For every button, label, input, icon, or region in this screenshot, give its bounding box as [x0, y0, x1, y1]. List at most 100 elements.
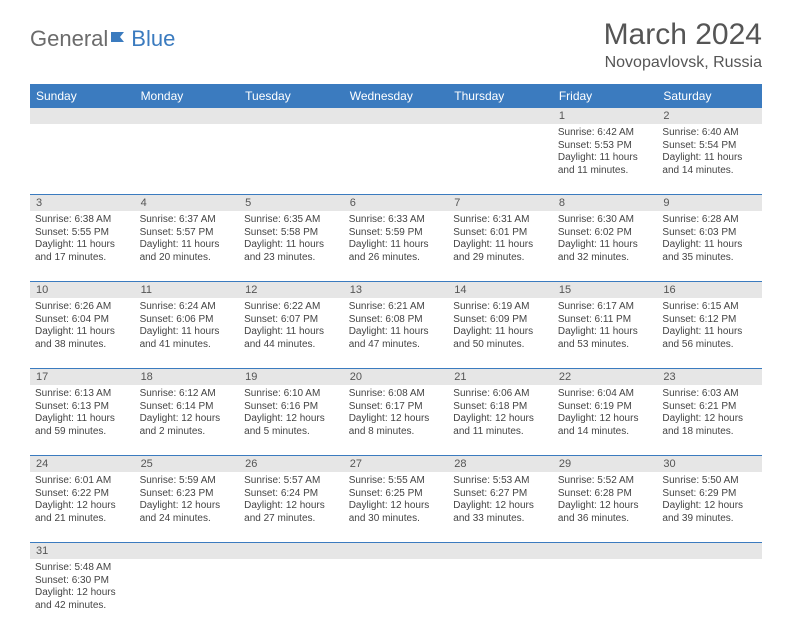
daylight-text: Daylight: 12 hours and 27 minutes.	[244, 500, 339, 525]
calendar: SundayMondayTuesdayWednesdayThursdayFrid…	[30, 84, 762, 629]
day-number: 2	[657, 108, 762, 124]
daylight-text: Daylight: 12 hours and 36 minutes.	[558, 500, 653, 525]
sunset-text: Sunset: 6:03 PM	[662, 227, 757, 240]
day-cell: Sunrise: 6:15 AMSunset: 6:12 PMDaylight:…	[657, 298, 762, 368]
daylight-text: Daylight: 12 hours and 5 minutes.	[244, 413, 339, 438]
day-number	[553, 543, 658, 559]
location: Novopavlovsk, Russia	[604, 54, 762, 72]
sunrise-text: Sunrise: 6:19 AM	[453, 301, 548, 314]
day-cell: Sunrise: 5:55 AMSunset: 6:25 PMDaylight:…	[344, 472, 449, 542]
day-number: 29	[553, 456, 658, 472]
sunset-text: Sunset: 6:18 PM	[453, 401, 548, 414]
sunset-text: Sunset: 6:16 PM	[244, 401, 339, 414]
sunset-text: Sunset: 6:11 PM	[558, 314, 653, 327]
day-number: 1	[553, 108, 658, 124]
day-cell	[135, 124, 240, 194]
header: GeneralBlue March 2024 Novopavlovsk, Rus…	[30, 18, 762, 72]
daylight-text: Daylight: 12 hours and 21 minutes.	[35, 500, 130, 525]
day-number: 4	[135, 195, 240, 211]
day-cell: Sunrise: 6:38 AMSunset: 5:55 PMDaylight:…	[30, 211, 135, 281]
sunrise-text: Sunrise: 6:33 AM	[349, 214, 444, 227]
daylight-text: Daylight: 11 hours and 29 minutes.	[453, 239, 548, 264]
day-cell: Sunrise: 5:50 AMSunset: 6:29 PMDaylight:…	[657, 472, 762, 542]
sunset-text: Sunset: 6:14 PM	[140, 401, 235, 414]
day-number: 15	[553, 282, 658, 298]
sunset-text: Sunset: 6:04 PM	[35, 314, 130, 327]
day-cell: Sunrise: 5:53 AMSunset: 6:27 PMDaylight:…	[448, 472, 553, 542]
week-row: Sunrise: 6:26 AMSunset: 6:04 PMDaylight:…	[30, 298, 762, 369]
sunrise-text: Sunrise: 6:40 AM	[662, 127, 757, 140]
day-cell: Sunrise: 6:35 AMSunset: 5:58 PMDaylight:…	[239, 211, 344, 281]
day-number	[448, 108, 553, 124]
day-cell	[448, 559, 553, 629]
day-cell	[448, 124, 553, 194]
daylight-text: Daylight: 11 hours and 17 minutes.	[35, 239, 130, 264]
day-number: 14	[448, 282, 553, 298]
day-cell: Sunrise: 6:37 AMSunset: 5:57 PMDaylight:…	[135, 211, 240, 281]
day-cell: Sunrise: 6:40 AMSunset: 5:54 PMDaylight:…	[657, 124, 762, 194]
day-number: 18	[135, 369, 240, 385]
week-row: Sunrise: 6:01 AMSunset: 6:22 PMDaylight:…	[30, 472, 762, 543]
day-cell: Sunrise: 6:13 AMSunset: 6:13 PMDaylight:…	[30, 385, 135, 455]
day-number: 17	[30, 369, 135, 385]
day-cell	[239, 559, 344, 629]
day-number: 26	[239, 456, 344, 472]
weekday-label: Tuesday	[239, 84, 344, 108]
sunset-text: Sunset: 6:21 PM	[662, 401, 757, 414]
day-cell: Sunrise: 6:21 AMSunset: 6:08 PMDaylight:…	[344, 298, 449, 368]
day-number: 6	[344, 195, 449, 211]
day-number	[344, 108, 449, 124]
day-cell	[344, 124, 449, 194]
day-number: 21	[448, 369, 553, 385]
sunrise-text: Sunrise: 6:28 AM	[662, 214, 757, 227]
sunset-text: Sunset: 5:57 PM	[140, 227, 235, 240]
daylight-text: Daylight: 11 hours and 44 minutes.	[244, 326, 339, 351]
weekday-label: Thursday	[448, 84, 553, 108]
daylight-text: Daylight: 12 hours and 8 minutes.	[349, 413, 444, 438]
day-number: 28	[448, 456, 553, 472]
sunrise-text: Sunrise: 5:50 AM	[662, 475, 757, 488]
daylight-text: Daylight: 11 hours and 41 minutes.	[140, 326, 235, 351]
sunrise-text: Sunrise: 6:22 AM	[244, 301, 339, 314]
daylight-text: Daylight: 11 hours and 23 minutes.	[244, 239, 339, 264]
day-number: 25	[135, 456, 240, 472]
day-cell: Sunrise: 5:59 AMSunset: 6:23 PMDaylight:…	[135, 472, 240, 542]
logo: GeneralBlue	[30, 26, 175, 52]
sunrise-text: Sunrise: 6:38 AM	[35, 214, 130, 227]
sunrise-text: Sunrise: 6:01 AM	[35, 475, 130, 488]
daylight-text: Daylight: 12 hours and 39 minutes.	[662, 500, 757, 525]
sunrise-text: Sunrise: 5:55 AM	[349, 475, 444, 488]
day-cell: Sunrise: 5:52 AMSunset: 6:28 PMDaylight:…	[553, 472, 658, 542]
sunset-text: Sunset: 6:02 PM	[558, 227, 653, 240]
day-cell: Sunrise: 6:31 AMSunset: 6:01 PMDaylight:…	[448, 211, 553, 281]
weekday-label: Monday	[135, 84, 240, 108]
week-row: Sunrise: 6:42 AMSunset: 5:53 PMDaylight:…	[30, 124, 762, 195]
sunset-text: Sunset: 6:19 PM	[558, 401, 653, 414]
day-number	[448, 543, 553, 559]
sunrise-text: Sunrise: 6:21 AM	[349, 301, 444, 314]
daylight-text: Daylight: 11 hours and 32 minutes.	[558, 239, 653, 264]
sunrise-text: Sunrise: 6:30 AM	[558, 214, 653, 227]
sunset-text: Sunset: 6:27 PM	[453, 488, 548, 501]
sunrise-text: Sunrise: 6:12 AM	[140, 388, 235, 401]
day-number	[30, 108, 135, 124]
sunrise-text: Sunrise: 6:35 AM	[244, 214, 339, 227]
sunset-text: Sunset: 6:30 PM	[35, 575, 130, 588]
calendar-body: 12Sunrise: 6:42 AMSunset: 5:53 PMDayligh…	[30, 108, 762, 629]
day-cell: Sunrise: 6:19 AMSunset: 6:09 PMDaylight:…	[448, 298, 553, 368]
sunset-text: Sunset: 6:13 PM	[35, 401, 130, 414]
sunrise-text: Sunrise: 6:37 AM	[140, 214, 235, 227]
sunrise-text: Sunrise: 6:31 AM	[453, 214, 548, 227]
day-cell: Sunrise: 6:17 AMSunset: 6:11 PMDaylight:…	[553, 298, 658, 368]
daylight-text: Daylight: 12 hours and 33 minutes.	[453, 500, 548, 525]
daylight-text: Daylight: 12 hours and 24 minutes.	[140, 500, 235, 525]
sunset-text: Sunset: 6:25 PM	[349, 488, 444, 501]
day-number: 3	[30, 195, 135, 211]
daynum-row: 24252627282930	[30, 456, 762, 472]
day-cell: Sunrise: 6:10 AMSunset: 6:16 PMDaylight:…	[239, 385, 344, 455]
sunset-text: Sunset: 5:53 PM	[558, 140, 653, 153]
week-row: Sunrise: 6:13 AMSunset: 6:13 PMDaylight:…	[30, 385, 762, 456]
daylight-text: Daylight: 12 hours and 18 minutes.	[662, 413, 757, 438]
sunset-text: Sunset: 6:12 PM	[662, 314, 757, 327]
day-number: 13	[344, 282, 449, 298]
